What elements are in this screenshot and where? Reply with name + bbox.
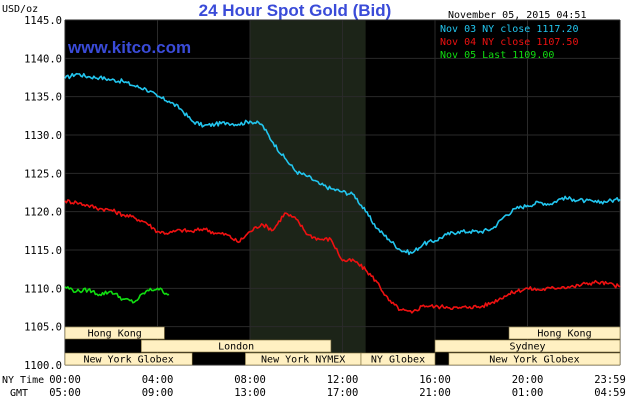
x-tick-label-gmt: 13:00 <box>234 387 266 399</box>
y-tick-label: 1130.0 <box>24 130 62 142</box>
session-label: Hong Kong <box>88 329 142 340</box>
x-tick-label-gmt: 17:00 <box>327 387 359 399</box>
session-box <box>64 326 165 340</box>
y-tick-labels: 1145.0 1140.0 1135.0 1130.0 1125.0 1120.0 1115… <box>24 15 62 372</box>
session-box <box>448 352 621 366</box>
series-line <box>64 199 621 314</box>
x-tick-label-ny: 20:00 <box>512 374 544 386</box>
session-label: New York Globex <box>489 355 579 366</box>
session-label: Hong Kong <box>537 329 591 340</box>
x-tick-label-gmt: 04:59 <box>594 387 626 399</box>
nymex-hours-band <box>250 20 366 365</box>
y-tick-label: 1120.0 <box>24 207 62 219</box>
x-tick-label-gmt: 09:00 <box>142 387 174 399</box>
legend-item: Nov 03 NY close 1117.20 <box>440 24 578 35</box>
y-tick-label: 1125.0 <box>24 168 62 180</box>
legend-item: Nov 04 NY close 1107.50 <box>440 37 578 48</box>
y-tick-label: 1135.0 <box>24 92 62 104</box>
trading-sessions: Hong Kong Hong Kong London Sydney New York G… <box>64 326 621 366</box>
x-tick-label-gmt: 21:00 <box>419 387 451 399</box>
session-label: Sydney <box>509 342 545 353</box>
x-tick-label-ny: 00:00 <box>49 374 81 386</box>
y-tick-label: 1110.0 <box>24 283 62 295</box>
y-axis-unit: USD/oz <box>2 4 38 15</box>
session-label: New York Globex <box>83 355 173 366</box>
x-tick-label-ny: 12:00 <box>327 374 359 386</box>
y-tick-label: 1100.0 <box>24 360 62 372</box>
series-line <box>64 286 170 304</box>
session-box <box>508 326 621 340</box>
x-tick-label-gmt: 01:00 <box>512 387 544 399</box>
session-box <box>360 352 436 366</box>
y-tick-label: 1115.0 <box>24 245 62 257</box>
x-tick-label-gmt: 05:00 <box>49 387 81 399</box>
y-tick-label: 1105.0 <box>24 322 62 334</box>
series-line <box>64 72 621 256</box>
legend-item: Nov 05 Last 1109.00 <box>440 50 554 61</box>
x-tick-label-ny: 04:00 <box>142 374 174 386</box>
session-box <box>141 339 332 353</box>
website-label: www.kitco.com <box>67 38 191 57</box>
y-tick-label: 1140.0 <box>24 53 62 65</box>
session-label: New York NYMEX <box>261 355 345 366</box>
series-lines <box>64 72 621 314</box>
session-label: London <box>218 342 254 353</box>
x-tick-label-ny: 08:00 <box>234 374 266 386</box>
ny-time-row-label: NY Time <box>2 375 44 386</box>
timestamp: November 05, 2015 04:51 <box>448 10 586 21</box>
x-tick-label-ny: 23:59 <box>594 374 626 386</box>
session-box <box>64 352 193 366</box>
legend: Nov 03 NY close 1117.20 Nov 04 NY close … <box>440 24 578 61</box>
chart-title: 24 Hour Spot Gold (Bid) <box>199 1 392 20</box>
x-tick-labels: 00:00 04:00 08:00 12:00 16:00 20:00 23:59 05:00… <box>49 374 626 399</box>
y-tick-label: 1145.0 <box>24 15 62 27</box>
session-box <box>434 339 621 353</box>
session-label: NY Globex <box>371 355 425 366</box>
gmt-row-label: GMT <box>10 388 28 399</box>
x-tick-label-ny: 16:00 <box>419 374 451 386</box>
